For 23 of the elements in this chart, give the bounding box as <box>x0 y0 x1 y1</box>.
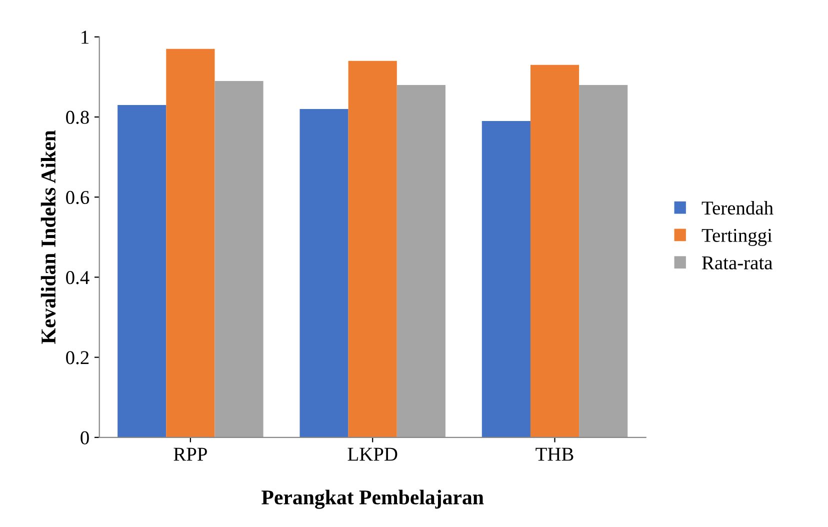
bar <box>348 60 397 438</box>
x-tick-label: THB <box>536 448 574 461</box>
y-tick-label: 0.4 <box>66 271 90 284</box>
bar <box>396 84 446 438</box>
y-tick-label: 0 <box>80 431 89 444</box>
bar <box>166 48 215 438</box>
bar <box>300 108 348 438</box>
bar <box>118 104 166 438</box>
y-tick-label: 1 <box>82 30 88 44</box>
y-tick-label: 0.6 <box>66 190 90 204</box>
bar <box>530 64 580 438</box>
bar <box>482 121 530 438</box>
x-tick-label: RPP <box>174 448 207 461</box>
legend-label: Tertinggi <box>702 228 772 246</box>
bar <box>214 80 264 438</box>
legend-label: Terendah <box>702 200 774 215</box>
y-tick-label: 0.2 <box>66 351 89 364</box>
bar <box>579 84 628 438</box>
x-axis-title: Perangkat Pembelajaran <box>262 490 484 509</box>
legend-label: Rata-rata <box>702 256 772 270</box>
y-axis-title: Kevalidan Indeks Aiken <box>40 130 56 344</box>
y-tick-label: 0.8 <box>66 110 89 124</box>
x-tick-label: LKPD <box>348 448 398 461</box>
